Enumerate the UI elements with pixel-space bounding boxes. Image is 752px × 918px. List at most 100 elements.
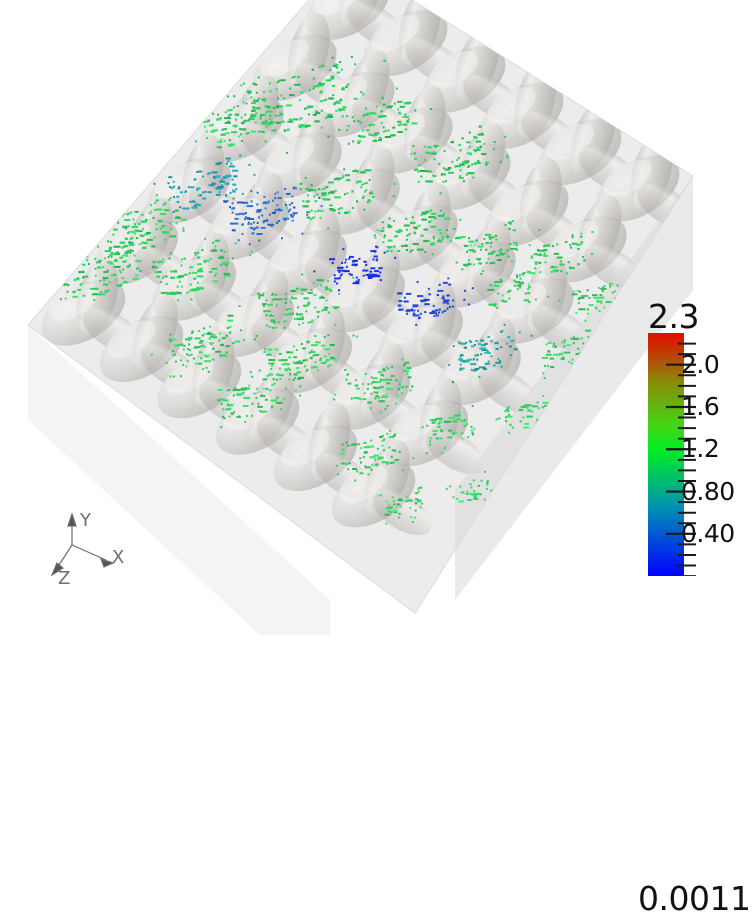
particle xyxy=(350,273,353,276)
particle xyxy=(374,270,379,273)
particle xyxy=(215,187,218,189)
particle xyxy=(86,259,89,262)
particle xyxy=(344,261,347,264)
particle xyxy=(506,155,509,158)
particle xyxy=(278,209,281,211)
particle xyxy=(451,160,454,163)
gyroid-lobe-highlight xyxy=(160,259,209,297)
particle xyxy=(367,401,372,404)
particle xyxy=(288,203,291,206)
particle xyxy=(223,250,226,253)
particle xyxy=(399,123,402,126)
particle xyxy=(308,351,311,354)
render-viewport[interactable] xyxy=(0,0,752,635)
particle xyxy=(135,274,139,277)
gyroid-lobe-highlight xyxy=(107,320,156,358)
particle xyxy=(381,434,385,437)
particle xyxy=(363,451,368,454)
particle xyxy=(508,335,511,338)
particle xyxy=(403,224,410,227)
particle xyxy=(329,77,335,80)
colorbar-gradient[interactable] xyxy=(648,333,684,576)
particle xyxy=(363,446,370,449)
particle xyxy=(468,165,471,168)
particle xyxy=(472,369,478,372)
particle xyxy=(535,263,538,265)
particle xyxy=(417,170,420,173)
particle xyxy=(265,125,268,128)
particle xyxy=(123,212,126,215)
particle xyxy=(511,220,514,223)
particle xyxy=(459,169,462,172)
particle xyxy=(402,387,405,389)
orientation-axes-widget[interactable]: Y X Z xyxy=(30,505,140,595)
particle xyxy=(165,283,168,285)
particle xyxy=(236,416,241,418)
particle xyxy=(346,192,349,195)
particle xyxy=(99,259,102,262)
particle xyxy=(350,397,353,400)
particle xyxy=(499,360,502,363)
particle xyxy=(284,188,287,190)
particle xyxy=(474,354,478,357)
particle xyxy=(513,279,516,282)
particle xyxy=(390,250,393,253)
particle xyxy=(469,339,472,342)
particle xyxy=(470,429,474,432)
particle xyxy=(197,256,201,259)
particle xyxy=(232,197,235,200)
particle xyxy=(174,360,177,363)
particle xyxy=(264,348,267,351)
particle xyxy=(162,203,165,206)
particle xyxy=(306,188,312,191)
particle xyxy=(227,404,234,407)
particle xyxy=(561,352,564,355)
particle xyxy=(270,399,277,402)
particle xyxy=(119,241,126,244)
particle xyxy=(198,170,203,173)
particle xyxy=(193,288,200,291)
particle xyxy=(334,323,337,326)
particle xyxy=(327,280,330,283)
particle xyxy=(504,135,507,138)
particle xyxy=(177,299,180,302)
particle xyxy=(307,302,311,305)
particle xyxy=(480,338,483,341)
particle xyxy=(305,370,308,373)
particle xyxy=(304,359,309,362)
particle xyxy=(421,218,427,221)
particle-cluster xyxy=(223,186,323,246)
particle xyxy=(268,373,271,376)
particle xyxy=(204,360,212,363)
particle xyxy=(458,412,461,414)
particle xyxy=(124,252,129,255)
colorbar-group[interactable] xyxy=(648,333,752,576)
particle xyxy=(387,503,390,506)
particle xyxy=(531,405,538,408)
particle xyxy=(424,159,427,162)
particle xyxy=(379,271,382,274)
particle xyxy=(377,457,383,460)
particle xyxy=(434,309,437,312)
particle xyxy=(463,244,469,247)
particle xyxy=(285,308,288,311)
particle xyxy=(155,199,159,202)
particle xyxy=(104,290,108,293)
particle xyxy=(98,223,104,226)
particle xyxy=(265,310,272,313)
particle xyxy=(277,80,280,83)
particle xyxy=(538,249,545,252)
particle xyxy=(459,218,462,221)
particle xyxy=(197,270,200,273)
particle xyxy=(204,120,207,123)
particle xyxy=(430,152,433,155)
particle xyxy=(125,237,128,240)
particle xyxy=(326,115,333,118)
particle xyxy=(194,362,197,365)
particle xyxy=(609,285,612,288)
particle xyxy=(319,82,321,85)
particle xyxy=(367,383,370,386)
particle xyxy=(360,91,363,94)
particle xyxy=(379,115,383,118)
particle xyxy=(182,227,185,230)
